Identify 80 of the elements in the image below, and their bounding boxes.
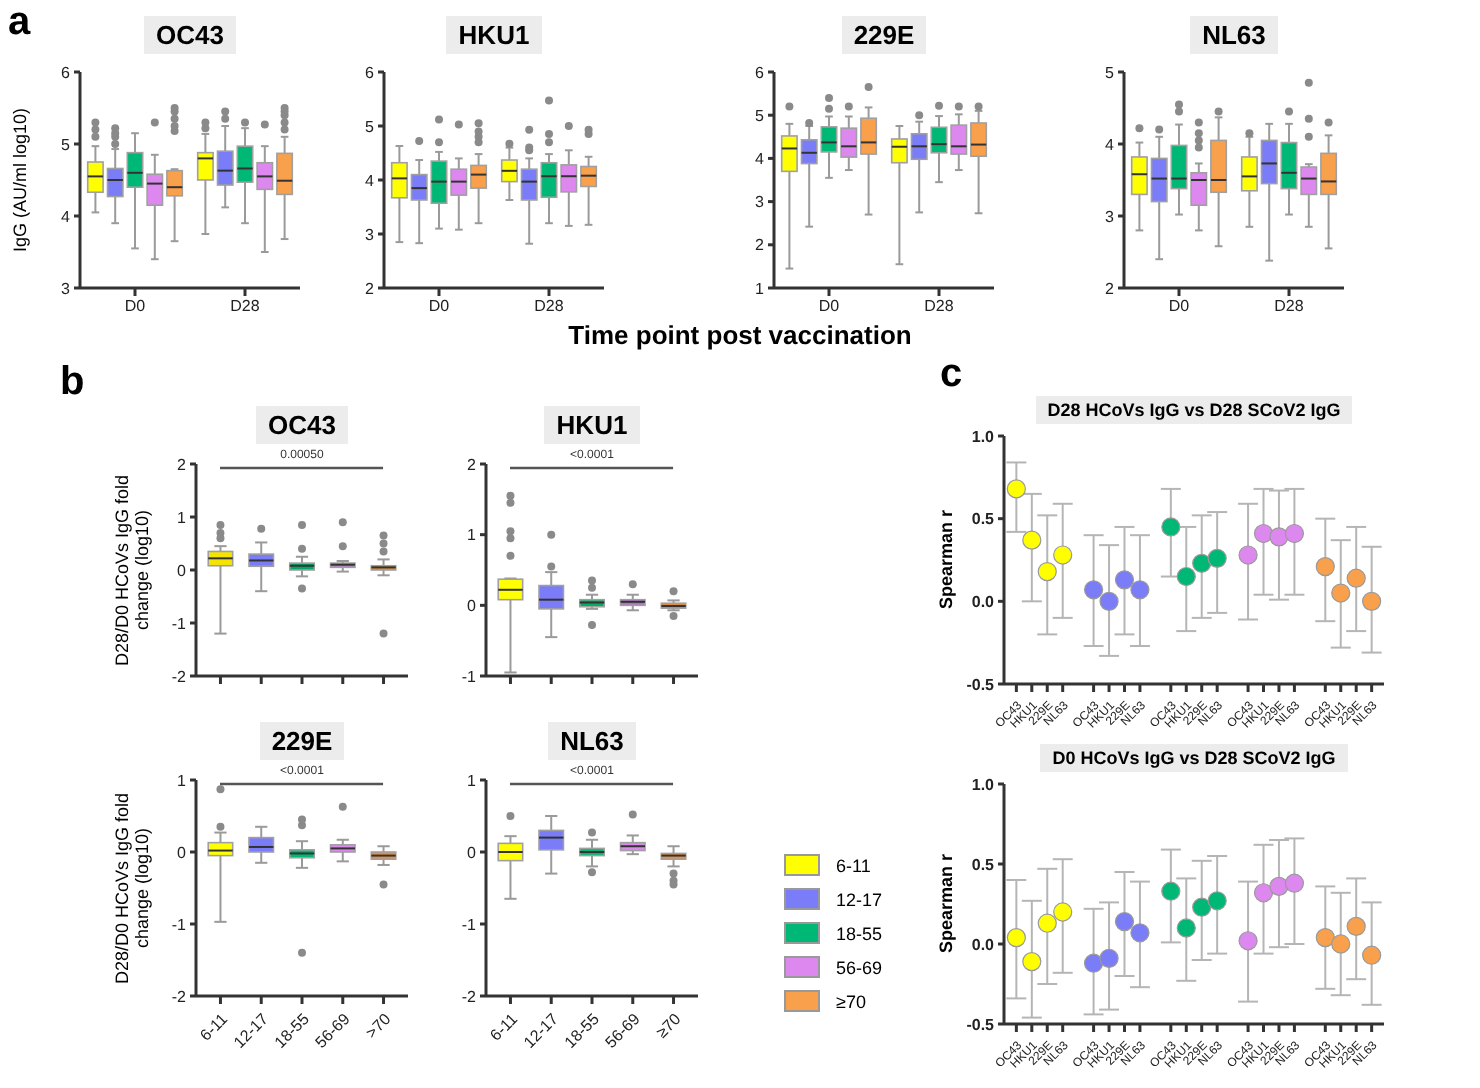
x-tick-label: D28 (534, 297, 565, 316)
x-tick-label: 6-11 (486, 1009, 522, 1045)
y-tick-label: 5 (1105, 63, 1116, 82)
y-tick-label: 5 (755, 106, 766, 125)
y-tick-label: 3 (1105, 207, 1116, 226)
legend-label: 56-69 (836, 957, 883, 977)
y-tick-label: 1.0 (971, 775, 996, 794)
text: a (8, 0, 31, 46)
y-tick-label: 4 (365, 171, 376, 190)
y-tick-label: 1 (177, 508, 188, 527)
chart-title: OC43 (144, 15, 236, 53)
y-tick-label: 1 (755, 279, 766, 298)
y-tick-label: 5 (61, 135, 72, 154)
chart-title: HKU1 (544, 405, 640, 443)
chart-title: NL63 (1190, 15, 1278, 53)
y-tick-label: -2 (171, 987, 188, 1006)
text: c (940, 352, 963, 398)
y-tick-label: 1 (467, 526, 478, 545)
chart-title: OC43 (256, 405, 348, 443)
y-tick-label: 1 (177, 771, 188, 790)
y-tick-label: -2 (461, 987, 478, 1006)
legend-label: 12-17 (836, 889, 883, 909)
y-tick-label: 0 (177, 561, 188, 580)
y-tick-label: -1 (461, 915, 478, 934)
y-tick-label: -1 (171, 614, 188, 633)
x-tick-label: D0 (1168, 297, 1191, 316)
chart-title: 229E (259, 721, 345, 759)
chart-title: D28 HCoVs IgG vs D28 SCoV2 IgG (1035, 396, 1353, 424)
y-tick-label: -2 (171, 667, 188, 686)
y-tick-label: 5 (365, 117, 376, 136)
y-axis-title: Spearman r (936, 854, 956, 954)
text: b (60, 360, 85, 406)
x-tick-label: D0 (428, 297, 451, 316)
y-tick-label: 3 (755, 193, 766, 212)
y-tick-label: 2 (365, 279, 376, 298)
y-tick-label: 0.5 (971, 855, 996, 874)
x-tick-label: D28 (1274, 297, 1305, 316)
y-axis-title: D28/D0 HCoVs IgG fold change (log10) (112, 790, 152, 988)
chart-title: HKU1 (446, 15, 542, 53)
y-tick-label: 2 (177, 455, 188, 474)
y-tick-label: 0.0 (971, 935, 996, 954)
y-tick-label: -1 (461, 667, 478, 686)
y-tick-label: 3 (61, 279, 72, 298)
y-tick-label: -1 (171, 915, 188, 934)
text: Time point post vaccination (566, 320, 914, 350)
x-tick-label: D0 (818, 297, 841, 316)
y-tick-label: 6 (61, 63, 72, 82)
legend-label: 18-55 (836, 923, 883, 943)
y-tick-label: 1.0 (971, 427, 996, 446)
chart-title: 229E (841, 15, 927, 53)
y-axis-title: D28/D0 HCoVs IgG fold change (log10) (112, 472, 152, 670)
y-tick-label: 0 (467, 843, 478, 862)
legend-label: ≥70 (836, 991, 866, 1011)
y-tick-label: 4 (1105, 135, 1116, 154)
y-tick-label: 2 (467, 455, 478, 474)
x-tick-label: D0 (124, 297, 147, 316)
y-tick-label: -0.5 (966, 1015, 996, 1034)
y-tick-label: 1 (467, 771, 478, 790)
y-tick-label: 0 (467, 597, 478, 616)
chart-title: D0 HCoVs IgG vs D28 SCoV2 IgG (1040, 744, 1348, 772)
y-tick-label: 4 (61, 207, 72, 226)
x-tick-label: 6-11 (196, 1009, 232, 1045)
chart-title: NL63 (548, 721, 636, 759)
y-tick-label: 0.5 (971, 510, 996, 529)
y-axis-title: Spearman r (936, 510, 956, 610)
x-tick-label: D28 (230, 297, 261, 316)
legend-label: 6-11 (836, 855, 871, 875)
y-tick-label: 6 (755, 63, 766, 82)
y-tick-label: 6 (365, 63, 376, 82)
y-tick-label: 2 (1105, 279, 1116, 298)
y-tick-label: 3 (365, 225, 376, 244)
x-tick-label: ≥70 (652, 1009, 686, 1042)
y-tick-label: 0.0 (971, 593, 996, 612)
y-tick-label: -0.5 (966, 675, 996, 694)
y-axis-title: IgG (AU/ml log10) (10, 107, 30, 253)
x-tick-label: >70 (362, 1009, 396, 1042)
x-tick-label: D28 (924, 297, 955, 316)
y-tick-label: 4 (755, 150, 766, 169)
y-tick-label: 2 (755, 236, 766, 255)
y-tick-label: 0 (177, 843, 188, 862)
